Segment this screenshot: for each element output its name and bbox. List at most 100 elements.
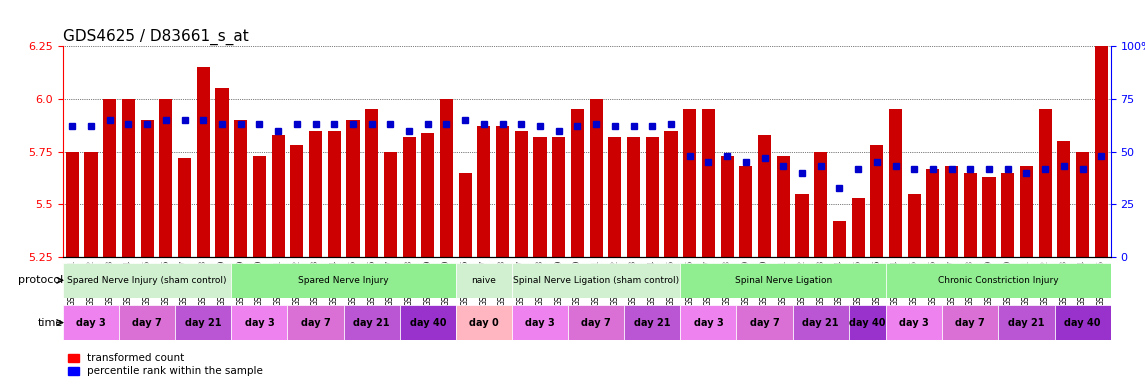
Text: day 7: day 7 [955, 318, 985, 328]
FancyBboxPatch shape [624, 305, 680, 340]
Bar [796, 194, 808, 257]
FancyBboxPatch shape [119, 305, 175, 340]
FancyBboxPatch shape [680, 263, 886, 298]
FancyBboxPatch shape [886, 263, 1111, 298]
Text: day 3: day 3 [526, 318, 555, 328]
Bar [832, 221, 846, 257]
FancyBboxPatch shape [1055, 305, 1111, 340]
Text: protocol: protocol [17, 275, 63, 285]
FancyBboxPatch shape [680, 305, 736, 340]
Bar [403, 137, 416, 257]
Text: Spinal Nerve Ligation: Spinal Nerve Ligation [735, 276, 832, 285]
Bar [590, 99, 602, 257]
Bar [852, 198, 864, 257]
Bar [141, 120, 153, 257]
Bar [103, 99, 117, 257]
FancyBboxPatch shape [848, 305, 886, 340]
Text: day 40: day 40 [850, 318, 886, 328]
FancyBboxPatch shape [287, 305, 344, 340]
Bar [347, 120, 360, 257]
Bar [646, 137, 658, 257]
Text: Spinal Nerve Ligation (sham control): Spinal Nerve Ligation (sham control) [513, 276, 679, 285]
Bar [982, 177, 996, 257]
Bar [684, 109, 696, 257]
FancyBboxPatch shape [456, 263, 512, 298]
Bar [440, 99, 453, 257]
Text: day 3: day 3 [694, 318, 724, 328]
Bar [776, 156, 790, 257]
Text: time: time [38, 318, 63, 328]
Bar [571, 109, 584, 257]
Bar [496, 126, 510, 257]
Text: naive: naive [472, 276, 496, 285]
Text: Spared Nerve Injury (sham control): Spared Nerve Injury (sham control) [68, 276, 227, 285]
Text: day 7: day 7 [301, 318, 331, 328]
Bar [421, 132, 434, 257]
Bar [702, 109, 714, 257]
Bar [177, 158, 191, 257]
FancyBboxPatch shape [231, 305, 287, 340]
Text: day 21: day 21 [634, 318, 671, 328]
Text: day 3: day 3 [245, 318, 275, 328]
Bar [384, 152, 397, 257]
Bar [945, 167, 958, 257]
Text: day 21: day 21 [185, 318, 221, 328]
Bar [926, 169, 939, 257]
Bar [552, 137, 566, 257]
Bar [908, 194, 921, 257]
Text: Spared Nerve Injury: Spared Nerve Injury [299, 276, 389, 285]
Bar [271, 135, 285, 257]
FancyBboxPatch shape [63, 305, 119, 340]
Bar [1020, 167, 1033, 257]
Text: day 40: day 40 [410, 318, 447, 328]
Bar [327, 131, 341, 257]
Bar [889, 109, 902, 257]
Bar [1095, 46, 1108, 257]
Bar [740, 167, 752, 257]
Bar [870, 145, 883, 257]
Text: day 21: day 21 [803, 318, 839, 328]
Bar [627, 137, 640, 257]
FancyBboxPatch shape [512, 305, 568, 340]
Bar [235, 120, 247, 257]
FancyBboxPatch shape [736, 305, 792, 340]
FancyBboxPatch shape [344, 305, 400, 340]
FancyBboxPatch shape [942, 305, 998, 340]
Text: day 3: day 3 [899, 318, 929, 328]
Bar [121, 99, 135, 257]
Bar [814, 152, 827, 257]
Bar [515, 131, 528, 257]
Text: day 0: day 0 [469, 318, 499, 328]
Legend: transformed count, percentile rank within the sample: transformed count, percentile rank withi… [69, 353, 263, 376]
Bar [197, 67, 210, 257]
Text: day 7: day 7 [133, 318, 163, 328]
Text: day 21: day 21 [354, 318, 390, 328]
FancyBboxPatch shape [568, 305, 624, 340]
Bar [253, 156, 266, 257]
Bar [1039, 109, 1052, 257]
FancyBboxPatch shape [792, 305, 848, 340]
Bar [608, 137, 622, 257]
FancyBboxPatch shape [998, 305, 1055, 340]
Bar [964, 173, 977, 257]
Bar [758, 135, 771, 257]
Bar [85, 152, 97, 257]
Bar [291, 145, 303, 257]
Bar [664, 131, 678, 257]
Text: day 21: day 21 [1009, 318, 1044, 328]
Text: day 7: day 7 [582, 318, 611, 328]
Bar [1001, 173, 1014, 257]
FancyBboxPatch shape [63, 263, 231, 298]
Text: day 3: day 3 [77, 318, 106, 328]
Bar [477, 126, 490, 257]
Text: GDS4625 / D83661_s_at: GDS4625 / D83661_s_at [63, 28, 248, 45]
Bar [720, 156, 734, 257]
FancyBboxPatch shape [175, 305, 231, 340]
Text: Chronic Constriction Injury: Chronic Constriction Injury [938, 276, 1059, 285]
Bar [1057, 141, 1071, 257]
Bar [65, 152, 79, 257]
FancyBboxPatch shape [456, 305, 512, 340]
Bar [459, 173, 472, 257]
FancyBboxPatch shape [400, 305, 456, 340]
Bar [365, 109, 378, 257]
